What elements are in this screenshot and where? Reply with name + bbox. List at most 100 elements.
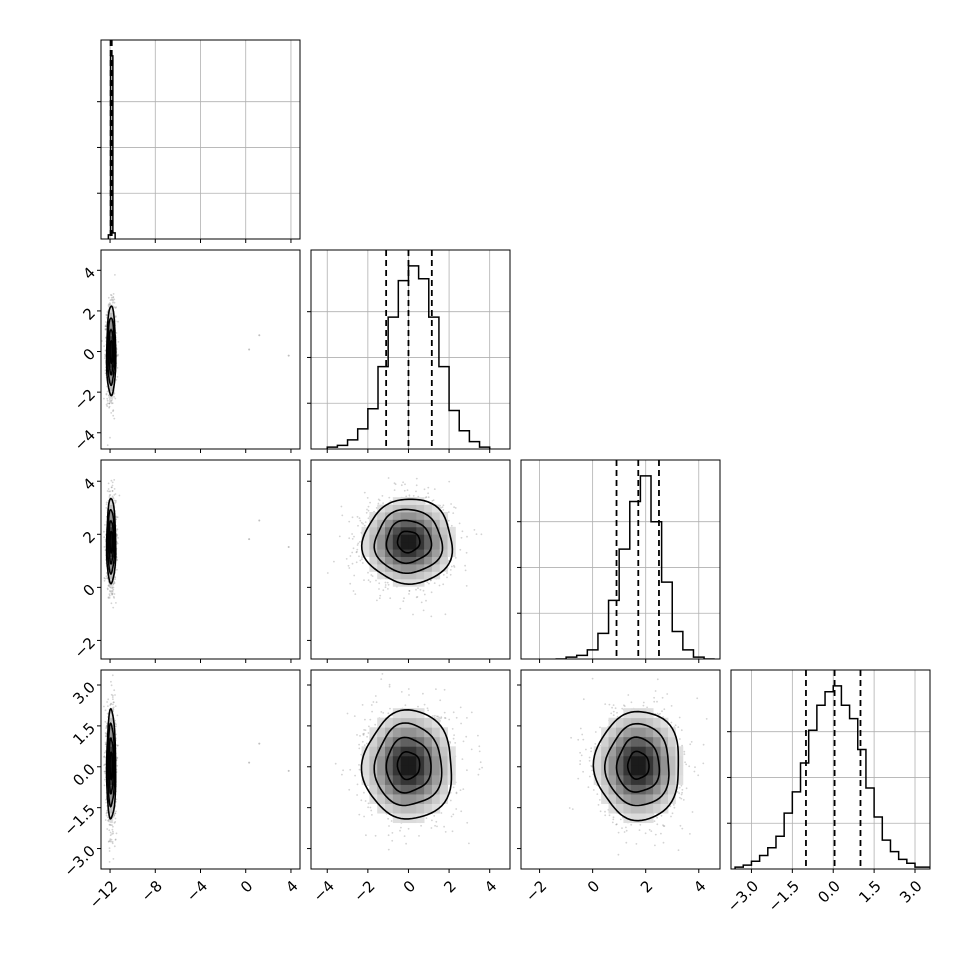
density-cell — [447, 534, 456, 543]
scatter-point — [348, 567, 351, 569]
scatter-point — [113, 306, 116, 308]
scatter-point — [362, 523, 364, 525]
scatter-point — [458, 522, 461, 525]
scatter-point — [107, 296, 110, 299]
scatter-point — [454, 557, 457, 559]
density-cell — [111, 571, 114, 580]
scatter-point — [110, 592, 113, 595]
scatter-point — [105, 403, 108, 406]
scatter-point — [110, 680, 112, 683]
scatter-point — [116, 376, 119, 378]
density-cell — [431, 534, 441, 543]
scatter-point — [116, 541, 118, 543]
density-cell — [431, 512, 441, 520]
density-cell — [110, 312, 112, 321]
density-cell — [110, 571, 112, 580]
scatter-point — [359, 559, 362, 562]
scatter-point — [115, 534, 118, 537]
outlier-point-2 — [287, 546, 290, 549]
scatter-point — [110, 693, 113, 696]
scatter-point — [366, 497, 369, 499]
scatter-point — [393, 489, 396, 491]
scatter-point — [357, 542, 360, 545]
scatter-point — [389, 500, 392, 503]
scatter-point — [113, 597, 115, 599]
scatter-point — [114, 817, 117, 820]
density-cell — [110, 382, 112, 392]
scatter-point — [365, 511, 368, 514]
scatter-point — [405, 495, 408, 498]
hist-step-2 — [555, 475, 715, 659]
scatter-point — [105, 572, 108, 574]
scatter-point — [105, 575, 108, 578]
scatter-point — [114, 839, 117, 841]
scatter-point — [106, 311, 109, 313]
scatter-point — [115, 332, 118, 334]
density-cell — [400, 556, 409, 565]
scatter-point — [104, 325, 107, 328]
density-cell — [424, 534, 433, 543]
density-cell — [110, 351, 112, 360]
density-cell — [408, 534, 417, 543]
scatter-point — [453, 564, 455, 567]
density-cell — [111, 504, 113, 513]
scatter-point — [111, 298, 114, 301]
scatter-point — [113, 582, 115, 585]
scatter-point — [104, 353, 106, 356]
density-cell — [439, 526, 448, 535]
scatter-point — [442, 509, 445, 511]
density-cell — [109, 564, 111, 572]
density-cell — [369, 534, 378, 543]
scatter-point — [419, 588, 422, 591]
scatter-point — [116, 516, 119, 518]
scatter-point — [107, 819, 109, 822]
scatter-point — [109, 299, 112, 301]
scatter-point — [394, 483, 397, 486]
density-cell — [431, 526, 441, 535]
density-cell — [108, 571, 110, 580]
density-cell — [110, 512, 112, 520]
density-cell — [385, 556, 394, 565]
scatter-point — [370, 574, 373, 576]
scatter-point — [112, 832, 115, 835]
scatter-point — [111, 593, 113, 596]
density-cell — [369, 519, 378, 528]
scatter-point — [358, 517, 361, 520]
scatter-point — [473, 529, 476, 531]
scatter-point — [111, 481, 114, 484]
density-cell — [431, 541, 441, 550]
density-cell — [424, 504, 433, 513]
scatter-point — [114, 838, 117, 841]
scatter-point — [454, 507, 457, 509]
scatter-point — [110, 399, 112, 402]
density-cell — [424, 526, 433, 535]
density-cell — [109, 504, 111, 513]
density-cell — [431, 504, 441, 513]
scatter-point — [103, 577, 106, 579]
density-cell — [108, 382, 110, 392]
scatter-point — [449, 573, 452, 576]
density-cell — [385, 541, 394, 550]
scatter-point — [351, 516, 354, 519]
scatter-point — [364, 521, 367, 523]
scatter-point — [367, 505, 370, 508]
panel-2d-0-2 — [97, 459, 301, 663]
scatter-point — [363, 579, 365, 581]
scatter-point — [106, 397, 109, 400]
scatter-point — [420, 601, 423, 604]
scatter-point — [111, 840, 114, 843]
scatter-point — [459, 548, 462, 551]
scatter-point — [115, 499, 117, 502]
scatter-point — [442, 583, 445, 586]
contour-1-2-1 — [385, 519, 433, 565]
scatter-point — [461, 530, 464, 533]
scatter-point — [382, 589, 385, 592]
scatter-point — [113, 581, 115, 583]
panel-frame-1-2 — [310, 459, 511, 660]
scatter-point — [351, 562, 354, 565]
scatter-point — [416, 596, 419, 598]
density-cell — [400, 534, 409, 543]
scatter-point — [104, 577, 106, 580]
scatter-point — [384, 584, 387, 586]
scatter-point — [112, 606, 115, 609]
